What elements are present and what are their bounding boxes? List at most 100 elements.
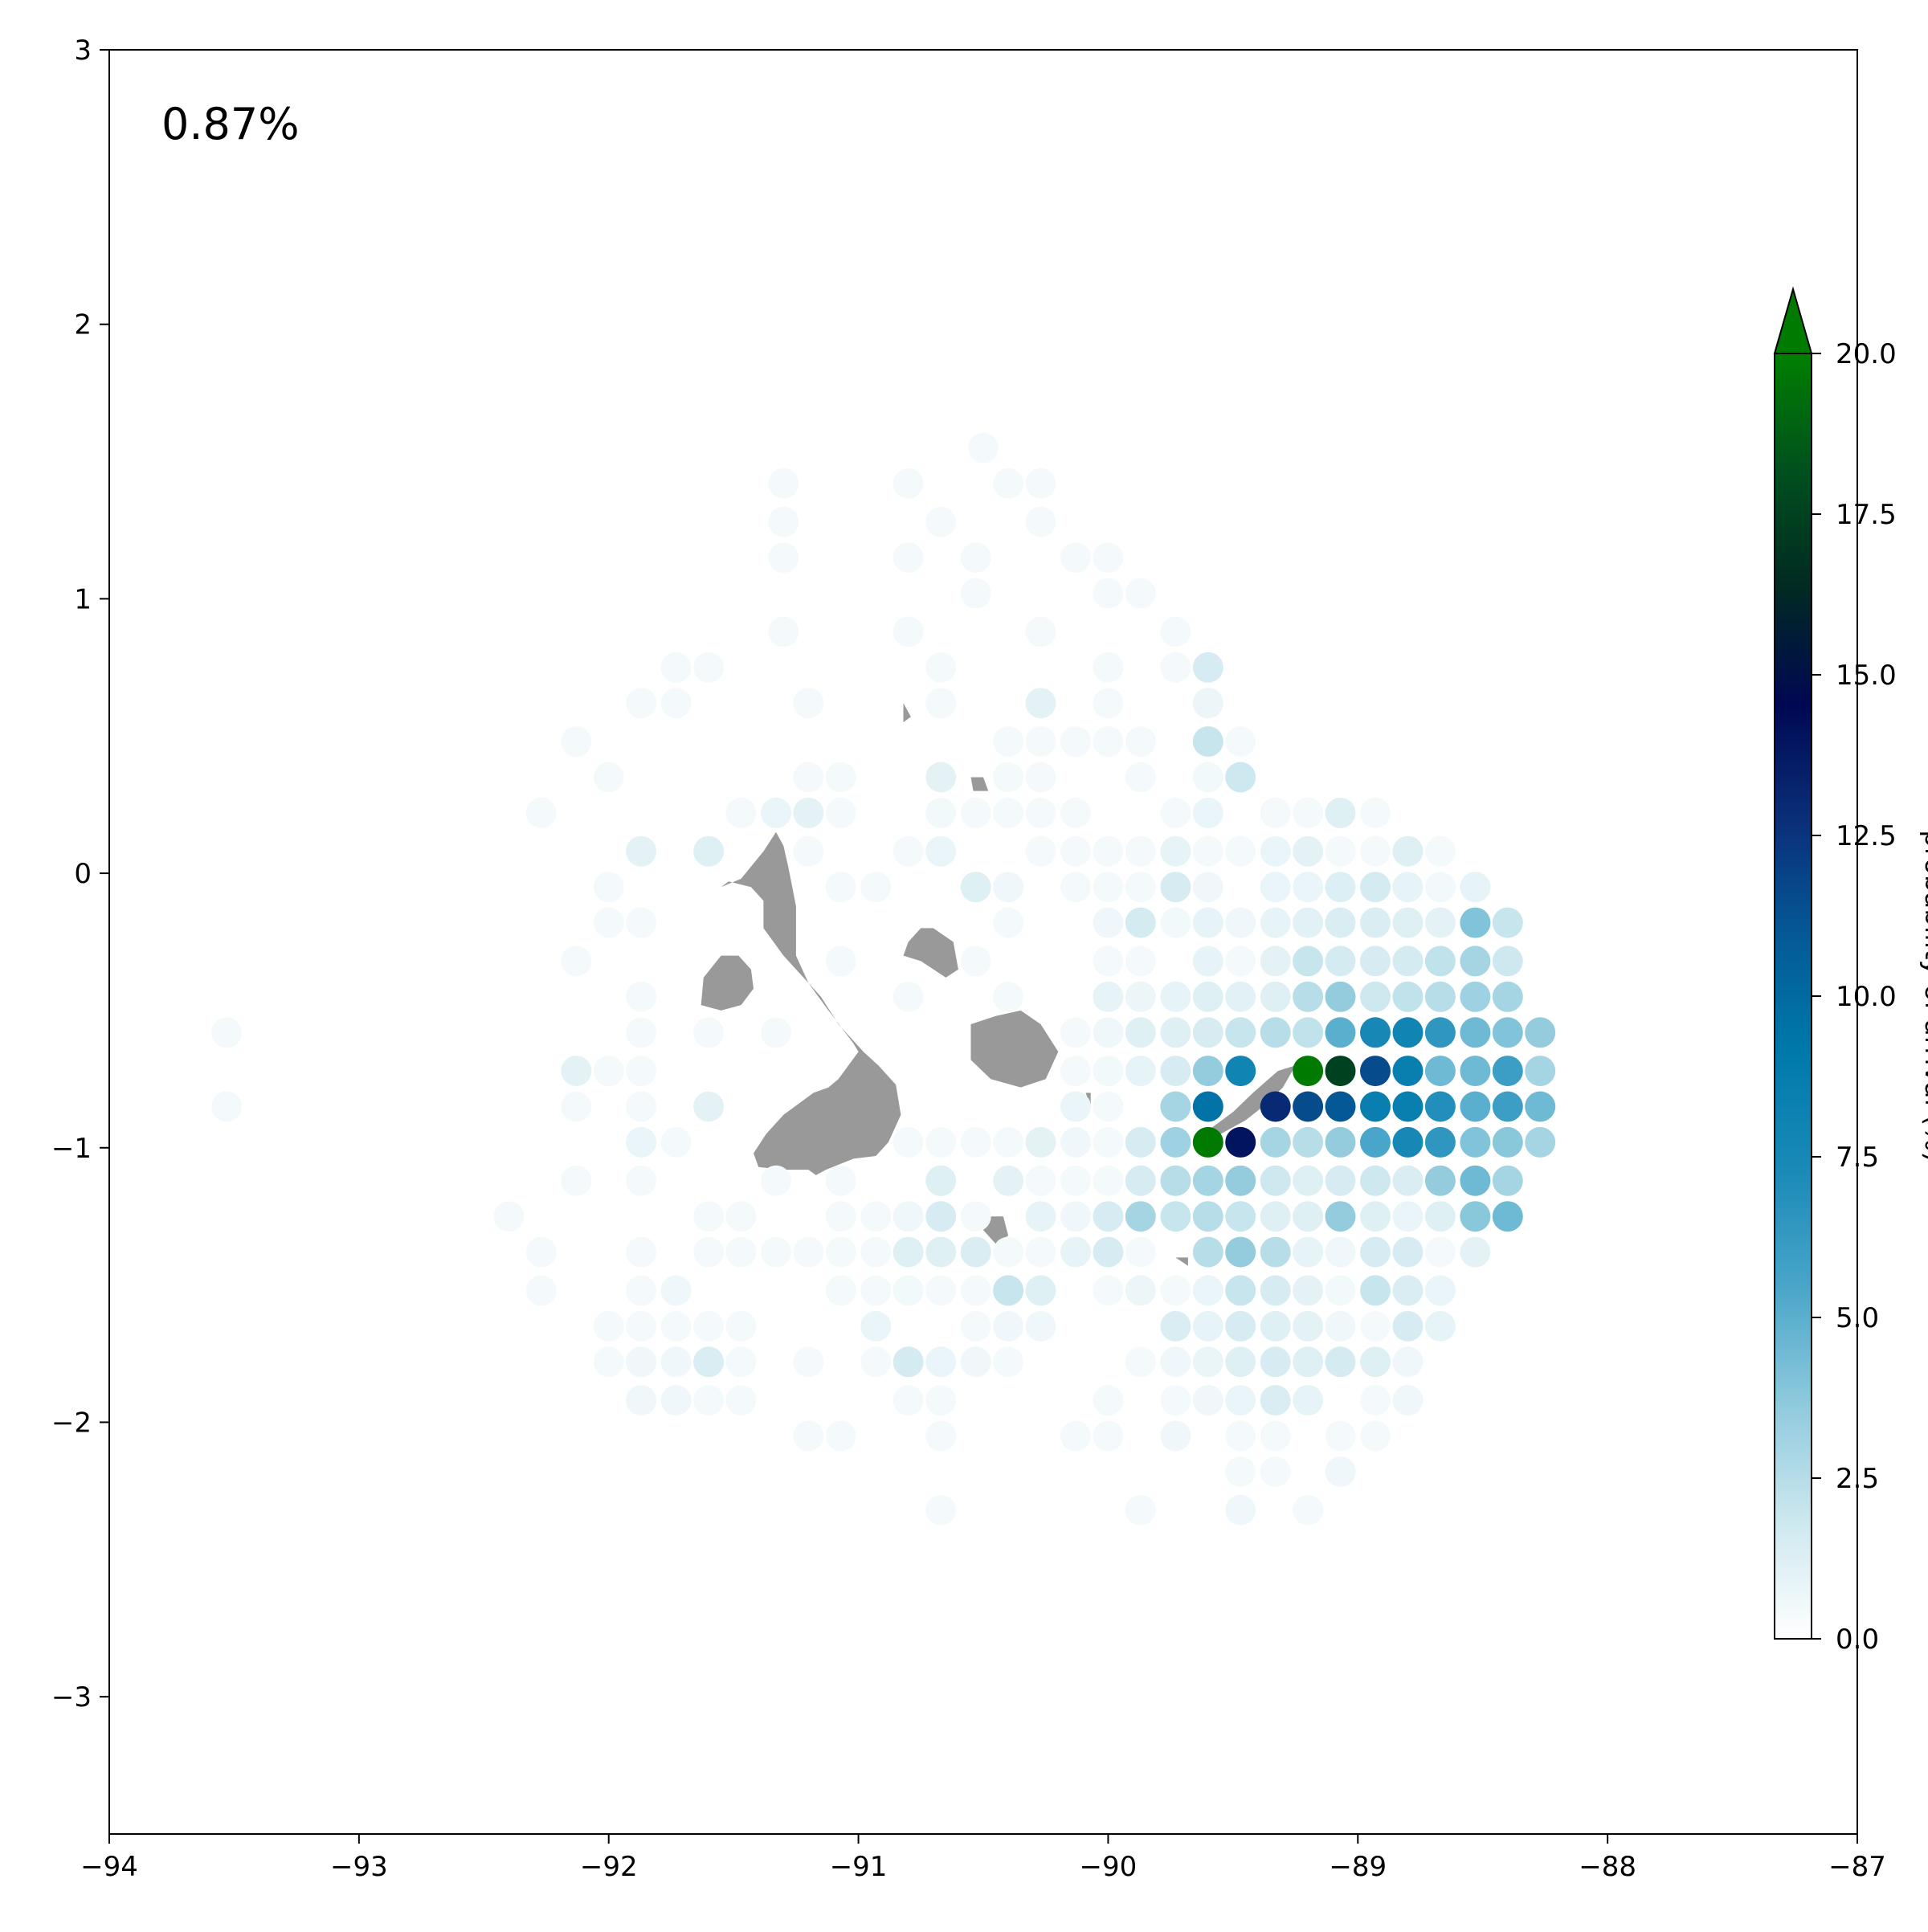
data-point: [626, 1056, 657, 1087]
data-point: [1060, 726, 1091, 758]
data-point: [993, 797, 1024, 828]
data-point: [993, 1236, 1024, 1268]
data-point: [925, 1494, 957, 1526]
data-point: [1293, 946, 1324, 977]
data-point: [1492, 946, 1523, 977]
data-point: [1392, 907, 1424, 938]
data-point: [1192, 1126, 1223, 1158]
data-point: [1424, 1165, 1456, 1196]
data-point: [1225, 1056, 1256, 1087]
land-polygon: [1203, 1065, 1296, 1142]
data-point: [1192, 797, 1223, 828]
data-point: [593, 907, 624, 938]
data-point: [1392, 1310, 1424, 1342]
data-point: [626, 1017, 657, 1048]
data-point: [793, 1236, 824, 1268]
data-point: [1060, 1056, 1091, 1087]
data-point: [1093, 835, 1124, 867]
data-point: [1093, 1385, 1124, 1416]
data-point: [626, 1236, 657, 1268]
data-point: [1260, 1346, 1291, 1378]
land-polygon: [903, 703, 911, 723]
data-point: [725, 797, 757, 828]
data-point: [1424, 907, 1456, 938]
data-point: [860, 1236, 892, 1268]
data-point: [968, 432, 999, 464]
data-point: [1225, 1456, 1256, 1487]
data-point: [1260, 1420, 1291, 1452]
data-point: [1025, 506, 1056, 537]
data-point: [1060, 1165, 1091, 1196]
data-point: [693, 1310, 725, 1342]
data-point: [626, 907, 657, 938]
data-point: [1293, 1236, 1324, 1268]
data-point: [626, 1126, 657, 1158]
land-polygon: [1175, 1257, 1188, 1266]
data-point: [1225, 726, 1256, 758]
data-point: [1325, 1056, 1356, 1087]
data-point: [893, 1385, 924, 1416]
data-point: [1260, 1126, 1291, 1158]
data-point: [1160, 1385, 1191, 1416]
data-point: [660, 651, 692, 683]
data-point: [1325, 1126, 1356, 1158]
data-point: [1460, 1091, 1491, 1122]
data-point: [693, 651, 725, 683]
data-point: [1025, 1236, 1056, 1268]
data-point: [1392, 981, 1424, 1012]
data-point: [1093, 1165, 1124, 1196]
data-point: [1360, 1201, 1391, 1232]
data-point: [1093, 1126, 1124, 1158]
colorbar-tick-label: 7.5: [1836, 1142, 1879, 1174]
data-point: [1093, 726, 1124, 758]
data-point: [626, 1165, 657, 1196]
data-point: [1060, 542, 1091, 574]
data-point: [1424, 1091, 1456, 1122]
data-point: [1392, 1165, 1424, 1196]
data-point: [1160, 651, 1191, 683]
colorbar-tick-label: 2.5: [1836, 1463, 1879, 1495]
data-point: [1025, 726, 1056, 758]
data-point: [1325, 797, 1356, 828]
data-point: [1125, 1165, 1156, 1196]
data-point: [1125, 1056, 1156, 1087]
data-point: [1225, 1275, 1256, 1306]
data-point: [593, 872, 624, 903]
data-point: [1293, 1017, 1324, 1048]
data-point: [1325, 907, 1356, 938]
data-point: [860, 1201, 892, 1232]
data-point: [660, 1385, 692, 1416]
data-point: [593, 1346, 624, 1378]
data-point: [693, 1346, 725, 1378]
data-point: [725, 1310, 757, 1342]
data-point: [1260, 1310, 1291, 1342]
data-point: [1025, 468, 1056, 499]
data-point: [1192, 981, 1223, 1012]
data-point: [1293, 1091, 1324, 1122]
data-point: [960, 797, 991, 828]
data-point: [825, 946, 856, 977]
data-point: [1392, 835, 1424, 867]
data-point: [725, 1346, 757, 1378]
data-point: [1060, 1017, 1091, 1048]
data-point: [1325, 981, 1356, 1012]
data-point: [1160, 872, 1191, 903]
data-point: [1460, 1126, 1491, 1158]
data-point: [1160, 981, 1191, 1012]
data-point: [860, 872, 892, 903]
colorbar: 0.0 2.5 5.0 7.5 10.0 12.5 15.0 17.5 20.0 probabi…: [1773, 286, 1928, 1656]
data-point: [768, 506, 799, 537]
data-point: [1225, 1420, 1256, 1452]
data-point: [1225, 907, 1256, 938]
data-point: [1325, 1310, 1356, 1342]
y-tick-label: −1: [51, 1133, 92, 1165]
data-point: [1392, 1091, 1424, 1122]
data-point: [1192, 1165, 1223, 1196]
data-point: [626, 835, 657, 867]
colorbar-tick-label: 12.5: [1836, 820, 1897, 852]
data-point: [1260, 1456, 1291, 1487]
data-point: [893, 981, 924, 1012]
data-point: [1025, 616, 1056, 647]
land-polygon: [721, 831, 901, 1175]
data-point: [1293, 835, 1324, 867]
